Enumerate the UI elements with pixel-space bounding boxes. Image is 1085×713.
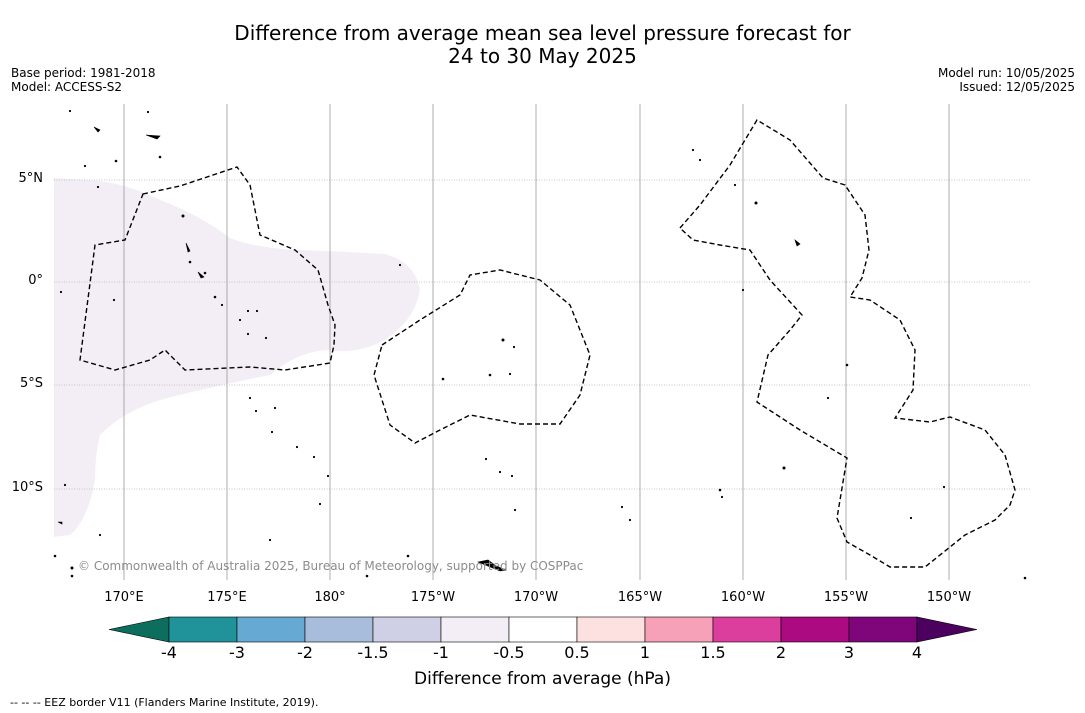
colorbar-tick: 1.5 — [700, 643, 726, 662]
colorbar-tick: -1 — [433, 643, 449, 662]
colorbar-extend-low — [108, 616, 170, 643]
colorbar-tick: 3 — [843, 643, 855, 662]
eez-border-kiribati-gilberts-tuvalu — [79, 166, 336, 371]
colorbar-cell — [644, 616, 714, 643]
eez-border-line-islands — [679, 119, 1016, 568]
model-run-text: Model run: 10/05/2025 — [937, 66, 1075, 80]
colorbar-tick: -3 — [229, 643, 245, 662]
colorbar-extend-high — [916, 616, 978, 643]
colorbar-cell — [440, 616, 510, 643]
colorbar-cell — [576, 616, 646, 643]
colorbar-tick: -4 — [161, 643, 177, 662]
lon-label-160w: 160°W — [720, 590, 766, 605]
lat-label-5n: 5°N — [18, 171, 44, 186]
lon-label-165w: 165°W — [617, 590, 663, 605]
lat-label-0: 0° — [28, 273, 43, 288]
chart-title: Difference from average mean sea level p… — [0, 22, 1085, 68]
lon-label-175w: 175°W — [410, 590, 456, 605]
colorbar-cell — [236, 616, 306, 643]
colorbar-tick: 1 — [639, 643, 651, 662]
eez-borders — [79, 119, 1016, 568]
colorbar-tick: -1.5 — [357, 643, 389, 662]
colorbar — [108, 616, 978, 643]
colorbar-tick: -2 — [297, 643, 313, 662]
lat-label-5s: 5°S — [19, 376, 43, 391]
colorbar-cell — [508, 616, 578, 643]
meta-left: Base period: 1981-2018 Model: ACCESS-S2 — [11, 66, 156, 94]
lon-label-175e: 175°E — [207, 590, 247, 605]
colorbar-tick: 4 — [911, 643, 923, 662]
colorbar-cell — [780, 616, 850, 643]
model-text: Model: ACCESS-S2 — [11, 80, 123, 94]
eez-legend-footnote: -- -- -- EEZ border V11 (Flanders Marine… — [10, 696, 319, 709]
lon-label-170w: 170°W — [513, 590, 559, 605]
colorbar-tick: 2 — [775, 643, 787, 662]
issued-text: Issued: 12/05/2025 — [959, 80, 1075, 94]
title-line-2: 24 to 30 May 2025 — [448, 44, 637, 68]
title-line-1: Difference from average mean sea level p… — [234, 21, 851, 45]
islands — [53, 109, 1027, 580]
colorbar-cell — [848, 616, 918, 643]
lat-label-10s: 10°S — [11, 480, 43, 495]
colorbar-label: Difference from average (hPa) — [414, 669, 671, 689]
colorbar-cell — [304, 616, 374, 643]
colorbar-tick: -0.5 — [493, 643, 525, 662]
copyright-notice: © Commonwealth of Australia 2025, Bureau… — [78, 559, 584, 573]
map-gridlines — [54, 179, 1031, 490]
colorbar-cell — [712, 616, 782, 643]
colorbar-cell — [372, 616, 442, 643]
anomaly-fill-region — [54, 178, 420, 537]
eez-border-phoenix-islands — [373, 269, 591, 444]
lon-label-155w: 155°W — [823, 590, 869, 605]
colorbar-tick: 0.5 — [564, 643, 590, 662]
colorbar-cell — [168, 616, 238, 643]
meta-right: Model run: 10/05/2025 Issued: 12/05/2025 — [938, 66, 1075, 94]
lon-label-170e: 170°E — [104, 590, 144, 605]
base-period-text: Base period: 1981-2018 — [11, 66, 156, 80]
lon-label-180: 180° — [314, 590, 346, 605]
lon-label-150w: 150°W — [926, 590, 972, 605]
